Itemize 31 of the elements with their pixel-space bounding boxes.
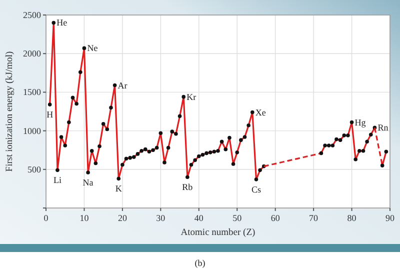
x-tick-label: 70 [309,213,319,223]
annotation: Li [53,175,62,186]
annotation: Cs [251,184,262,194]
annotation: H [46,110,54,120]
annotation: Rn [378,122,389,133]
y-tick-label: 1000 [23,126,42,136]
annotation: Kr [186,92,196,102]
annotation: Ne [87,43,98,54]
x-tick-label: 60 [270,213,280,223]
annotation: Ar [118,80,128,90]
annotation: K [115,184,122,194]
annotation: Na [82,177,94,188]
y-tick-label: 2500 [23,10,42,20]
y-tick-label: 2000 [23,48,42,59]
x-tick-label: 80 [347,213,357,223]
y-axis-title: First ionization energy (kJ/mol) [5,51,15,172]
annotation: Rb [182,182,194,192]
y-tick-label: 1500 [23,87,42,98]
x-tick-label: 90 [386,213,395,223]
x-tick-label: 50 [232,213,242,223]
x-tick-label: 40 [194,213,204,223]
x-tick-label: 0 [44,213,49,223]
x-tick-label: 30 [156,213,166,223]
x-tick-label: 20 [118,213,128,223]
text: (b) [194,258,206,268]
annotation: He [56,18,68,28]
y-tick-label: 500 [28,164,42,174]
x-axis-title: Atomic number (Z) [180,228,256,238]
annotation: Hg [354,117,366,128]
x-tick-label: 10 [80,213,90,223]
annotation: Xe [255,107,266,118]
